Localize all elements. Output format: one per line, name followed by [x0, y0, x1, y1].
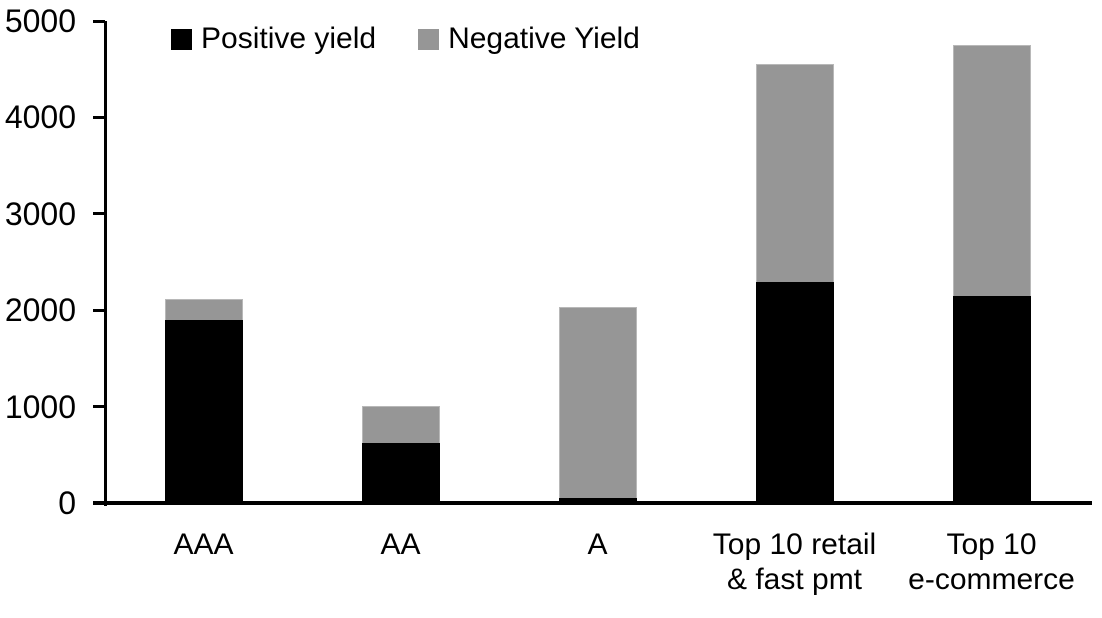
- legend-item-negative-yield: Negative Yield: [418, 21, 640, 57]
- bar-segment-top-10-retail-negative-yield: [755, 63, 834, 283]
- bar-segment-top-10-negative-yield: [952, 45, 1031, 296]
- legend-label: Positive yield: [201, 22, 377, 55]
- y-axis-tick: [93, 19, 105, 23]
- x-axis-label-aaa: AAA: [173, 528, 234, 561]
- y-axis-tick-label: 1000: [4, 388, 76, 425]
- bar-segment-a-positive-yield: [558, 498, 637, 503]
- legend-marker-negative-yield: [418, 28, 440, 50]
- bar-segment-aa-positive-yield: [361, 443, 440, 503]
- y-axis-tick: [93, 308, 105, 312]
- x-axis-label-aa: AA: [380, 528, 421, 561]
- bar-segment-top-10-positive-yield: [952, 295, 1031, 503]
- x-axis-label-top-10-retail: Top 10 retail & fast pmt: [712, 528, 877, 596]
- y-axis-line: [104, 21, 107, 506]
- bar-segment-aaa-positive-yield: [164, 319, 243, 503]
- bar-segment-aa-negative-yield: [361, 406, 440, 444]
- y-axis-tick: [93, 115, 105, 119]
- y-axis-tick: [93, 212, 105, 216]
- chart-legend: Positive yield Negative Yield: [171, 21, 640, 57]
- x-axis-label-a: A: [587, 528, 608, 561]
- y-axis-tick: [93, 405, 105, 409]
- y-axis-tick-label: 5000: [4, 3, 76, 39]
- y-axis-tick-label: 2000: [4, 292, 76, 329]
- y-axis-tick-label: 0: [58, 485, 76, 521]
- x-axis-line: [93, 501, 1092, 505]
- legend-item-positive-yield: Positive yield: [171, 21, 376, 57]
- legend-label: Negative Yield: [448, 22, 640, 55]
- y-axis-tick-label: 4000: [4, 99, 76, 136]
- x-axis-label-top-10: Top 10 e-commerce: [908, 528, 1075, 596]
- bar-segment-aaa-negative-yield: [164, 298, 243, 320]
- y-axis-tick-label: 3000: [4, 195, 76, 232]
- bar-segment-top-10-retail-positive-yield: [755, 282, 834, 503]
- bar-segment-a-negative-yield: [558, 306, 637, 499]
- legend-marker-positive-yield: [171, 28, 192, 50]
